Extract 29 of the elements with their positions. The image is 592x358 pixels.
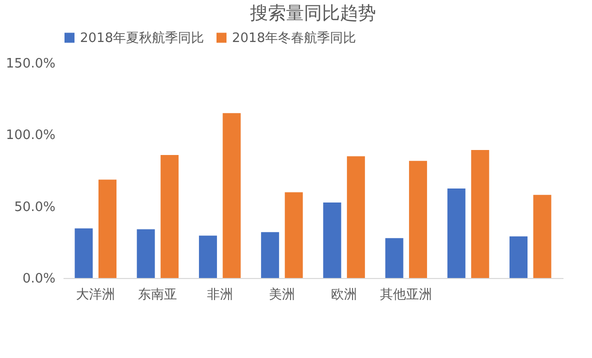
x-tick-label: 非洲 [206,288,233,302]
bar [261,232,280,278]
bar [447,188,466,278]
bar [409,160,428,278]
bar [385,238,404,278]
y-tick-label: 50.0% [14,200,56,215]
x-tick-label: 其他亚洲 [380,288,432,302]
x-tick-label: 欧洲 [331,288,358,302]
x-tick-label: 美洲 [268,286,295,302]
y-tick-label: 150.0% [6,56,56,72]
bar [284,192,303,278]
bar [198,236,217,278]
bar [136,229,155,278]
x-tick-label: 大洋洲 [76,288,116,302]
y-tick-label: 100.0% [6,128,56,144]
x-tick-label: 东南亚 [138,288,178,302]
bar [471,150,490,278]
bar [160,155,179,278]
bar [533,194,552,278]
bar [222,113,241,278]
chart-title: 搜索量同比趋势 [250,3,376,24]
y-tick-label: 0.0% [22,272,56,286]
bar [323,202,342,278]
bar [346,156,365,278]
bar [74,228,93,278]
bar [510,236,528,278]
bar [98,180,116,278]
legend-label: 2018年冬春航季同比 [232,30,356,46]
legend-label: 2018年夏秋航季同比 [80,30,204,46]
